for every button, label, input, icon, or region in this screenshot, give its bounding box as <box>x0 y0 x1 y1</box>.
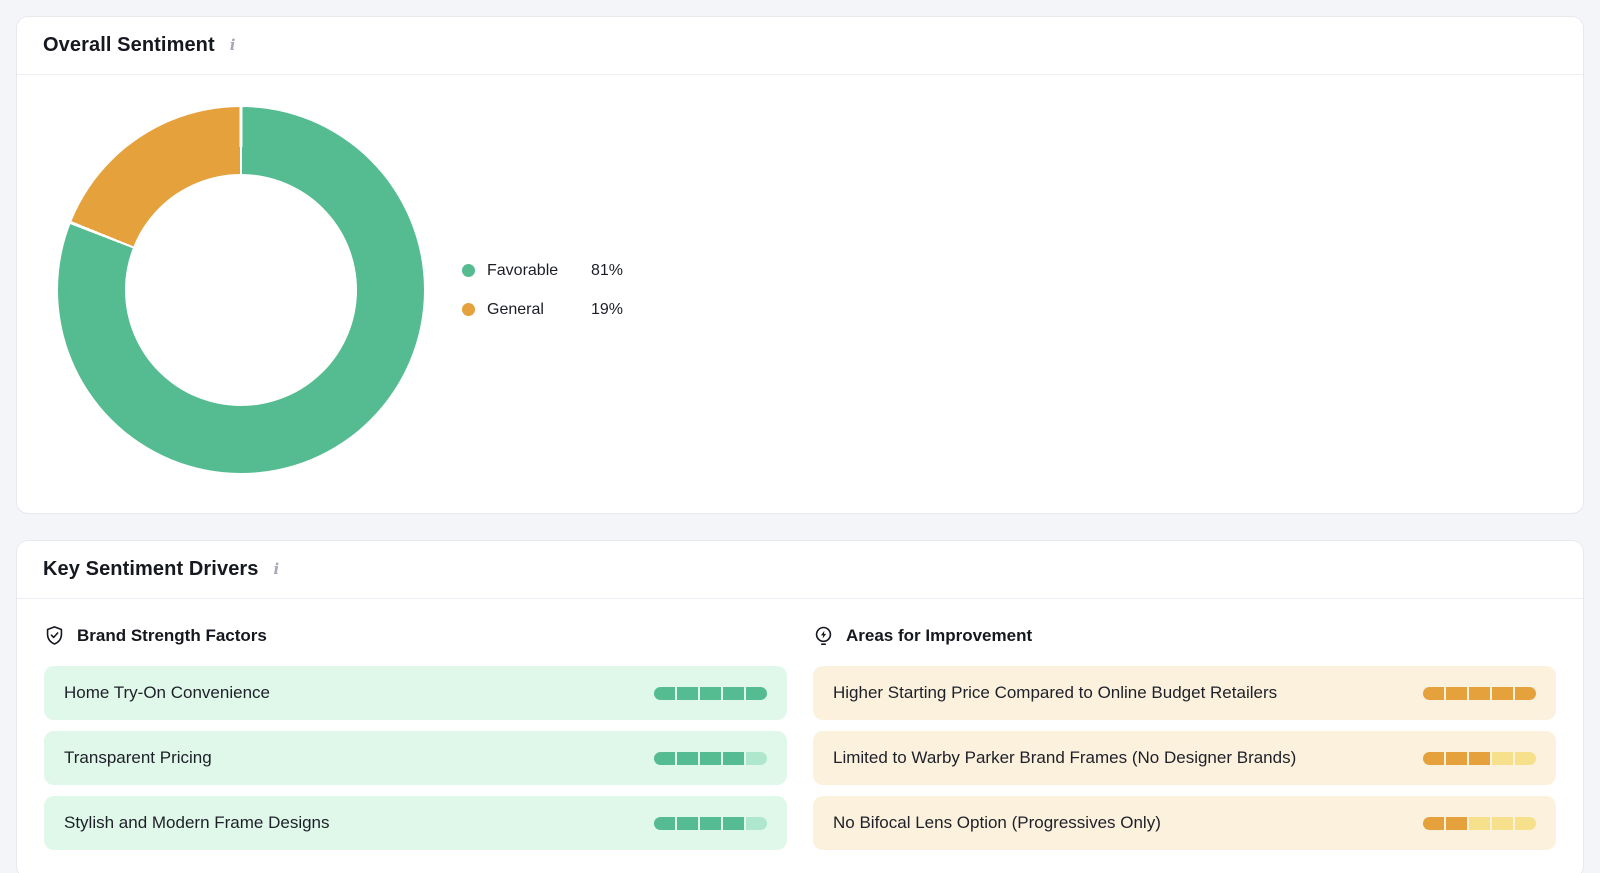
key-sentiment-drivers-title: Key Sentiment Drivers <box>43 558 259 580</box>
improvement-label: Limited to Warby Parker Brand Frames (No… <box>833 748 1297 767</box>
lightbulb-bolt-icon <box>813 625 834 646</box>
improvement-row: No Bifocal Lens Option (Progressives Onl… <box>813 796 1556 850</box>
improvement-title: Areas for Improvement <box>846 625 1033 645</box>
brand-strength-title: Brand Strength Factors <box>77 625 267 645</box>
score-bar <box>654 686 767 700</box>
strength-label: Stylish and Modern Frame Designs <box>64 813 330 832</box>
strength-row: Transparent Pricing <box>44 731 787 785</box>
general-dot-icon <box>462 303 475 316</box>
strength-row: Home Try-On Convenience <box>44 666 787 720</box>
legend-value: 19% <box>591 300 624 318</box>
overall-sentiment-header: Overall Sentiment i <box>17 17 1583 75</box>
legend-label: Favorable <box>487 261 559 279</box>
legend-label: General <box>487 300 544 318</box>
score-bar <box>1423 816 1536 830</box>
sentiment-legend: Favorable 81% General 19% <box>462 262 623 319</box>
improvement-column: Areas for Improvement Higher Starting Pr… <box>813 625 1556 850</box>
overall-sentiment-card: Overall Sentiment i Favorable 81% Genera… <box>16 16 1584 514</box>
improvement-label: Higher Starting Price Compared to Online… <box>833 683 1278 702</box>
favorable-dot-icon <box>462 264 475 277</box>
info-icon[interactable]: i <box>229 36 236 54</box>
brand-strength-column: Brand Strength Factors Home Try-On Conve… <box>44 625 787 850</box>
key-sentiment-drivers-header: Key Sentiment Drivers i <box>17 541 1583 599</box>
shield-check-icon <box>44 625 65 646</box>
legend-item-general: General 19% <box>462 301 623 319</box>
improvement-row: Higher Starting Price Compared to Online… <box>813 666 1556 720</box>
score-bar <box>1423 686 1536 700</box>
strength-row: Stylish and Modern Frame Designs <box>44 796 787 850</box>
overall-sentiment-body: Favorable 81% General 19% <box>17 75 1583 513</box>
score-bar <box>654 816 767 830</box>
legend-value: 81% <box>591 261 624 279</box>
score-bar <box>654 751 767 765</box>
strength-label: Transparent Pricing <box>64 748 212 767</box>
key-sentiment-drivers-body: Brand Strength Factors Home Try-On Conve… <box>17 599 1583 873</box>
sentiment-donut-chart <box>58 107 424 473</box>
donut-hole <box>125 174 357 406</box>
overall-sentiment-title: Overall Sentiment <box>43 34 215 56</box>
improvement-header: Areas for Improvement <box>813 625 1556 646</box>
score-bar <box>1423 751 1536 765</box>
strength-label: Home Try-On Convenience <box>64 683 270 702</box>
improvement-label: No Bifocal Lens Option (Progressives Onl… <box>833 813 1161 832</box>
brand-strength-header: Brand Strength Factors <box>44 625 787 646</box>
info-icon[interactable]: i <box>273 560 280 578</box>
key-sentiment-drivers-card: Key Sentiment Drivers i Brand Strength F… <box>16 540 1584 873</box>
improvement-row: Limited to Warby Parker Brand Frames (No… <box>813 731 1556 785</box>
legend-item-favorable: Favorable 81% <box>462 262 623 280</box>
